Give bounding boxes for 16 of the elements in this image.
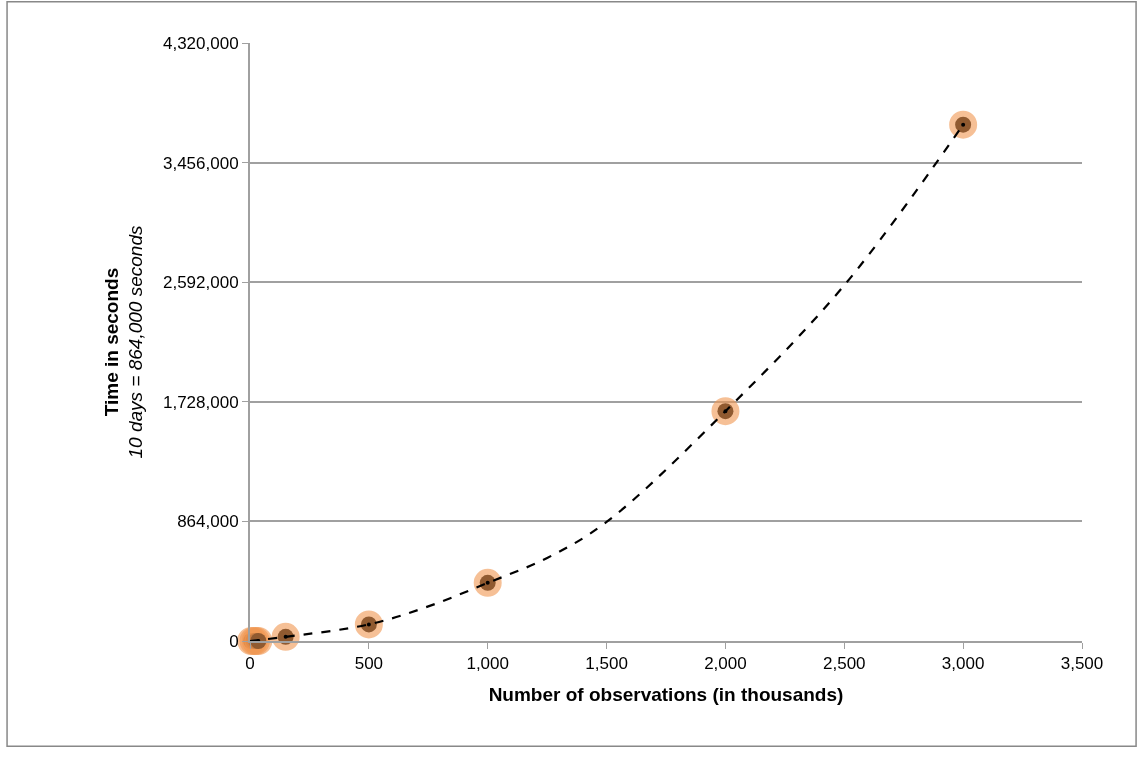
y-tick-label: 0 — [229, 631, 239, 651]
y-tick-label: 864,000 — [177, 512, 239, 532]
x-tick-label: 2,000 — [704, 654, 747, 674]
x-tick-label: 2,500 — [823, 654, 866, 674]
x-tick-label: 1,500 — [585, 654, 628, 674]
x-tick-label: 500 — [354, 654, 384, 674]
x-tick-label: 3,000 — [941, 654, 985, 674]
y-axis-title: Time in seconds 10 days = 864,000 seconds — [100, 225, 147, 459]
y-tick-label: 3,456,000 — [162, 153, 239, 173]
y-tick-label: 1,728,000 — [162, 392, 239, 412]
y-tick-label: 4,320,000 — [162, 33, 239, 53]
x-tick-label: 0 — [245, 654, 255, 674]
x-tick-label: 3,500 — [1060, 654, 1104, 674]
y-tick-label: 2,592,000 — [162, 273, 239, 293]
x-tick-label: 1,000 — [466, 654, 509, 674]
x-axis-title: Number of observations (in thousands) — [488, 683, 844, 705]
